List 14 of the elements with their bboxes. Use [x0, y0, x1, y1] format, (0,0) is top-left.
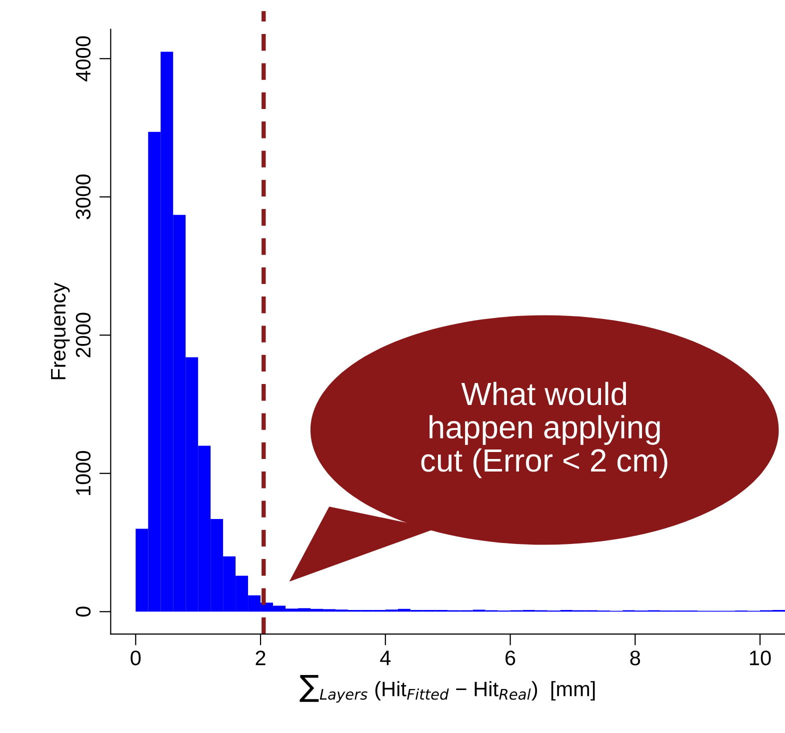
y-tick-label: 2000 [76, 312, 91, 358]
x-axis-title: ∑$_{Layers}$ (Hit$_{Fitted}$ − Hit$_{Real}$) [mm] [300, 674, 595, 703]
x-tick-label: 6 [506, 650, 516, 666]
x-tick-label: 4 [380, 650, 391, 666]
y-tick-label: 3000 [76, 174, 91, 220]
x-tick-label: 0 [130, 650, 141, 666]
y-axis-title: Frequency [51, 282, 70, 380]
y-tick-label: 1000 [76, 451, 91, 495]
y-tick-label: 0 [76, 606, 91, 617]
annotation: What would happen applying cut (Error < 2 cm) [421, 382, 668, 478]
x-tick-label: 8 [630, 650, 640, 666]
x-tick-label: 10 [750, 650, 771, 666]
x-tick-label: 2 [256, 650, 266, 666]
y-tick-label: 4000 [76, 36, 91, 82]
